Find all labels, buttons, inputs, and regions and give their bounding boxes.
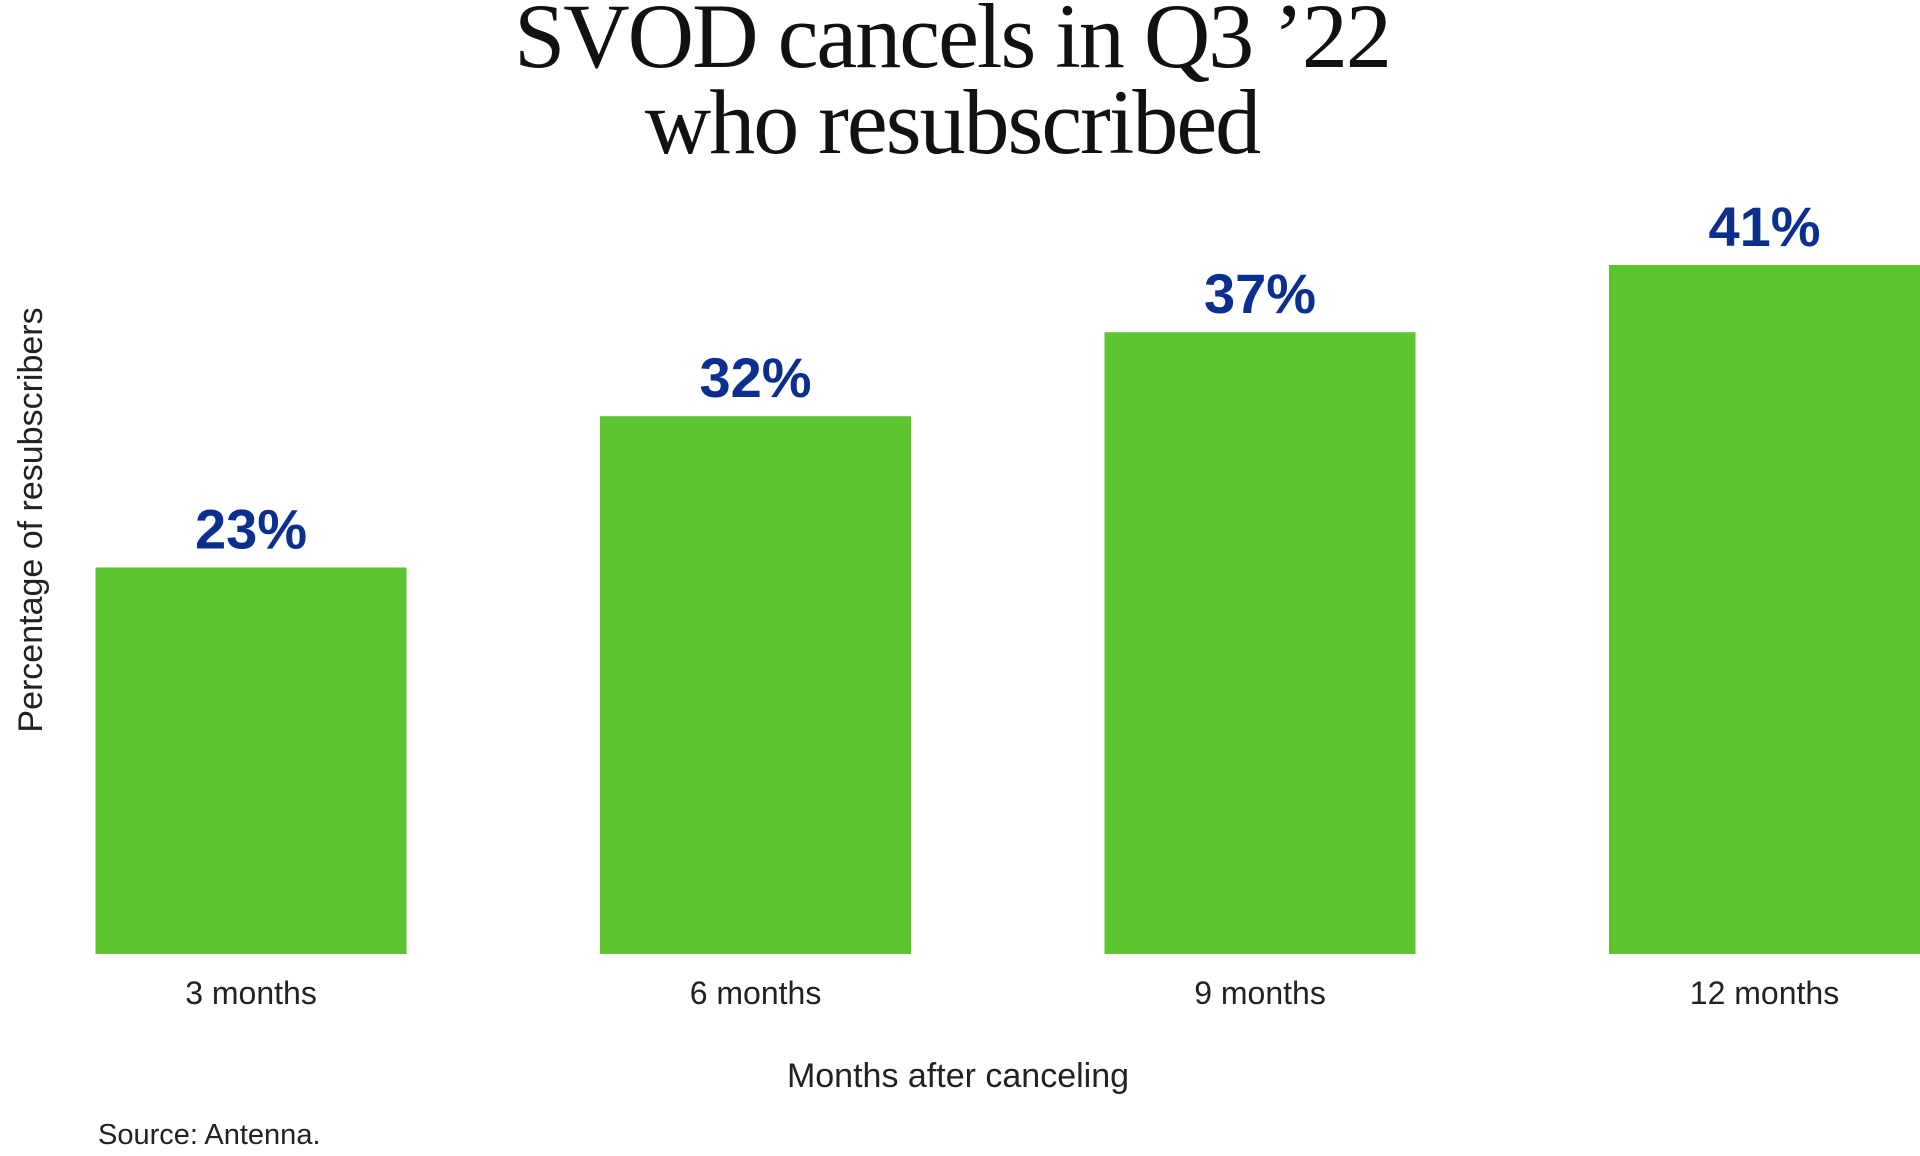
value-label: 23% [195,497,307,560]
x-axis-title: Months after canceling [787,1057,1129,1095]
x-tick-label: 9 months [1194,975,1326,1011]
bar [1609,265,1920,954]
x-tick-label: 12 months [1690,975,1839,1011]
x-tick-label: 6 months [690,975,822,1011]
chart-title-line: SVOD cancels in Q3 ’22 [514,0,1390,87]
value-label: 41% [1708,195,1820,258]
value-label: 32% [699,346,811,409]
bar [600,416,911,954]
bar [95,567,407,954]
value-label: 37% [1204,262,1316,325]
x-tick-label: 3 months [185,975,317,1011]
chart-title-line: who resubscribed [645,71,1260,173]
bar [1104,332,1416,955]
y-axis-title: Percentage of resubscribers [12,307,50,732]
source-note: Source: Antenna. [98,1119,321,1151]
